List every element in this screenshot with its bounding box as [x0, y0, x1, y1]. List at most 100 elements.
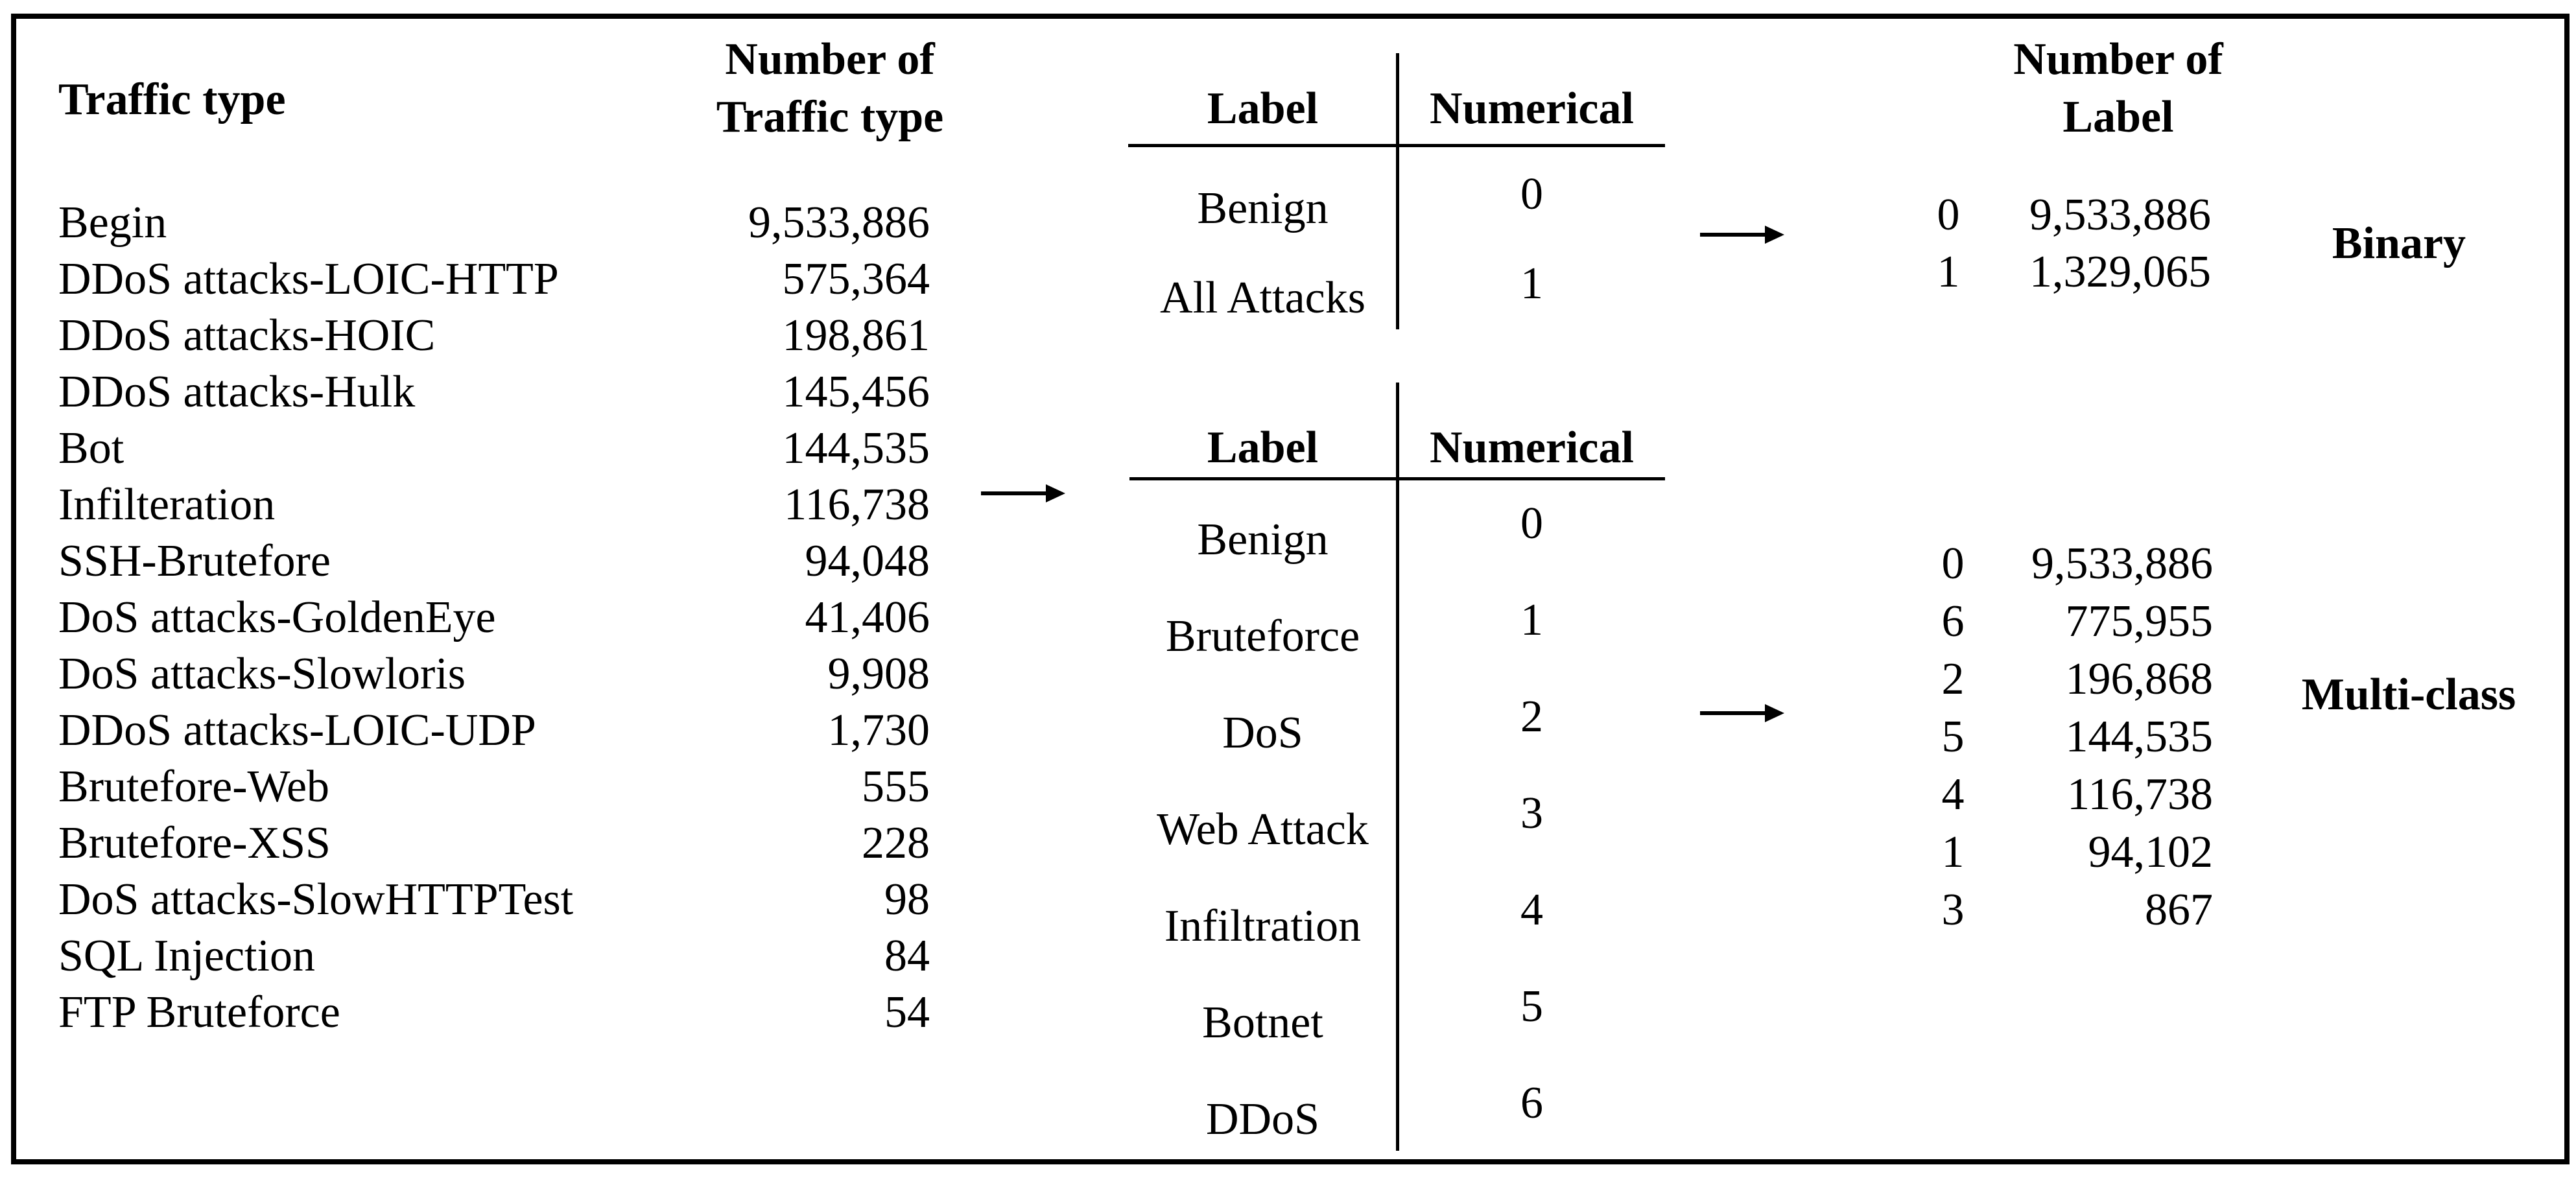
multi-map-numerical: 4 — [1520, 884, 1543, 935]
multi-map-label: Web Attack — [1157, 804, 1369, 854]
binary-map-numerical: 1 — [1520, 259, 1543, 309]
binary-map-numerical: 0 — [1520, 169, 1543, 219]
binary-caption: Binary — [2332, 218, 2466, 268]
traffic-type-row: DDoS attacks-LOIC-UDP 1,730 — [58, 702, 930, 759]
multi-count-index: 3 — [1941, 885, 1965, 935]
traffic-type-count: 116,738 — [784, 480, 930, 530]
binary-map-header: Label Numerical — [1128, 80, 1666, 137]
multi-map-numerical: 0 — [1520, 498, 1543, 548]
traffic-type-count: 145,456 — [782, 367, 930, 417]
traffic-type-name: Begin — [58, 198, 167, 248]
traffic-type-name: DoS attacks-Slowloris — [58, 649, 466, 699]
traffic-type-row: Brutefore-Web 555 — [58, 759, 930, 815]
multi-count-value: 9,533,886 — [2031, 539, 2213, 589]
traffic-type-row: Brutefore-XSS 228 — [58, 815, 930, 871]
arrow-shaft — [981, 491, 1046, 495]
binary-count-index: 1 — [1937, 247, 1960, 297]
multi-map-header: Label Numerical — [1128, 419, 1666, 477]
binary-map-header-label: Label — [1207, 84, 1319, 134]
traffic-type-count: 9,533,886 — [748, 198, 930, 248]
multi-count-value: 116,738 — [2067, 770, 2213, 819]
right-arrow-icon — [1700, 704, 1784, 722]
multi-count-value: 775,955 — [2065, 596, 2214, 646]
traffic-type-row: DoS attacks-SlowHTTPTest 98 — [58, 871, 930, 928]
multi-count-row: 0 9,533,886 — [1927, 535, 2214, 593]
binary-map-column-divider — [1396, 53, 1399, 329]
multi-map-row: Botnet 5 — [1128, 974, 1666, 1071]
multi-count-row: 1 94,102 — [1927, 823, 2214, 881]
number-of-traffic-type-header-line1: Number of — [725, 34, 935, 84]
number-of-label-header-line2: Label — [2062, 92, 2174, 142]
binary-map-header-numerical: Numerical — [1430, 84, 1634, 134]
number-of-traffic-type-header: Number of Traffic type — [648, 30, 1011, 146]
traffic-type-row: Infilteration 116,738 — [58, 477, 930, 533]
traffic-type-row: FTP Bruteforce 54 — [58, 984, 930, 1041]
traffic-type-name: DDoS attacks-LOIC-HTTP — [58, 254, 559, 304]
traffic-type-row: SQL Injection 84 — [58, 928, 930, 984]
traffic-type-name: DDoS attacks-HOIC — [58, 311, 436, 360]
multi-label-map-table: Benign 0 Bruteforce 1 DoS 2 Web Attack 3… — [1128, 491, 1666, 1168]
multi-map-label: DoS — [1222, 707, 1303, 758]
traffic-type-count: 555 — [862, 762, 930, 812]
multi-count-value: 867 — [2145, 885, 2213, 935]
traffic-type-row: DDoS attacks-LOIC-HTTP 575,364 — [58, 251, 930, 307]
traffic-type-count: 198,861 — [782, 311, 930, 360]
binary-label-map-table: Benign 0 All Attacks 1 — [1128, 164, 1666, 343]
traffic-type-row: DDoS attacks-HOIC 198,861 — [58, 307, 930, 364]
traffic-type-count: 84 — [884, 931, 930, 981]
multi-count-row: 6 775,955 — [1927, 593, 2214, 650]
multi-count-index: 0 — [1941, 539, 1965, 589]
traffic-type-name: DDoS attacks-LOIC-UDP — [58, 705, 536, 755]
multi-count-index: 5 — [1941, 712, 1965, 762]
traffic-type-count: 98 — [884, 875, 930, 925]
multi-map-label: DDoS — [1205, 1094, 1320, 1144]
figure-border — [11, 14, 2570, 1164]
multi-map-row: Bruteforce 1 — [1128, 588, 1666, 685]
binary-label-count-table: 0 9,533,886 1 1,329,065 — [1922, 187, 2212, 301]
multi-count-value: 94,102 — [2088, 827, 2214, 877]
binary-count-row: 1 1,329,065 — [1922, 244, 2212, 301]
binary-map-label: All Attacks — [1160, 273, 1365, 323]
multi-map-numerical: 2 — [1520, 691, 1543, 742]
multi-count-index: 6 — [1941, 596, 1965, 646]
traffic-type-row: DoS attacks-GoldenEye 41,406 — [58, 589, 930, 646]
traffic-type-count: 228 — [862, 818, 930, 868]
multi-map-numerical: 3 — [1520, 788, 1543, 838]
number-of-label-header: Number of Label — [1972, 30, 2264, 146]
traffic-type-count: 94,048 — [805, 536, 930, 586]
traffic-type-row: Begin 9,533,886 — [58, 194, 930, 251]
traffic-type-count: 54 — [884, 987, 930, 1037]
traffic-type-row: DDoS attacks-Hulk 145,456 — [58, 364, 930, 420]
multi-count-row: 3 867 — [1927, 881, 2214, 939]
multi-map-label: Benign — [1197, 514, 1329, 565]
multi-count-value: 144,535 — [2065, 712, 2214, 762]
traffic-type-name: Bot — [58, 423, 124, 473]
multi-map-row: Infiltration 4 — [1128, 878, 1666, 974]
multi-label-count-table: 0 9,533,886 6 775,955 2 196,868 5 144,53… — [1927, 535, 2214, 939]
binary-map-label: Benign — [1197, 183, 1329, 233]
multi-map-row: DDoS 6 — [1128, 1071, 1666, 1168]
arrow-head — [1765, 704, 1784, 722]
binary-count-index: 0 — [1937, 190, 1960, 240]
traffic-type-count: 9,908 — [827, 649, 930, 699]
multi-count-value: 196,868 — [2065, 654, 2214, 704]
traffic-type-count: 41,406 — [805, 593, 930, 642]
number-of-label-header-line1: Number of — [2013, 34, 2223, 84]
arrow-shaft — [1700, 233, 1765, 237]
multi-map-label: Infiltration — [1164, 901, 1362, 951]
traffic-type-count: 144,535 — [782, 423, 930, 473]
right-arrow-icon — [981, 484, 1065, 502]
traffic-type-row: SSH-Brutefore 94,048 — [58, 533, 930, 589]
traffic-type-name: SSH-Brutefore — [58, 536, 331, 586]
right-arrow-icon — [1700, 226, 1784, 244]
traffic-type-name: DoS attacks-SlowHTTPTest — [58, 875, 574, 925]
multi-map-row: Benign 0 — [1128, 491, 1666, 588]
multi-map-label: Botnet — [1202, 997, 1323, 1048]
traffic-type-name: DoS attacks-GoldenEye — [58, 593, 496, 642]
traffic-type-name: FTP Bruteforce — [58, 987, 340, 1037]
binary-map-row: All Attacks 1 — [1128, 253, 1666, 343]
number-of-traffic-type-header-line2: Traffic type — [716, 92, 944, 142]
traffic-type-name: SQL Injection — [58, 931, 315, 981]
multi-map-header-numerical: Numerical — [1430, 423, 1634, 473]
